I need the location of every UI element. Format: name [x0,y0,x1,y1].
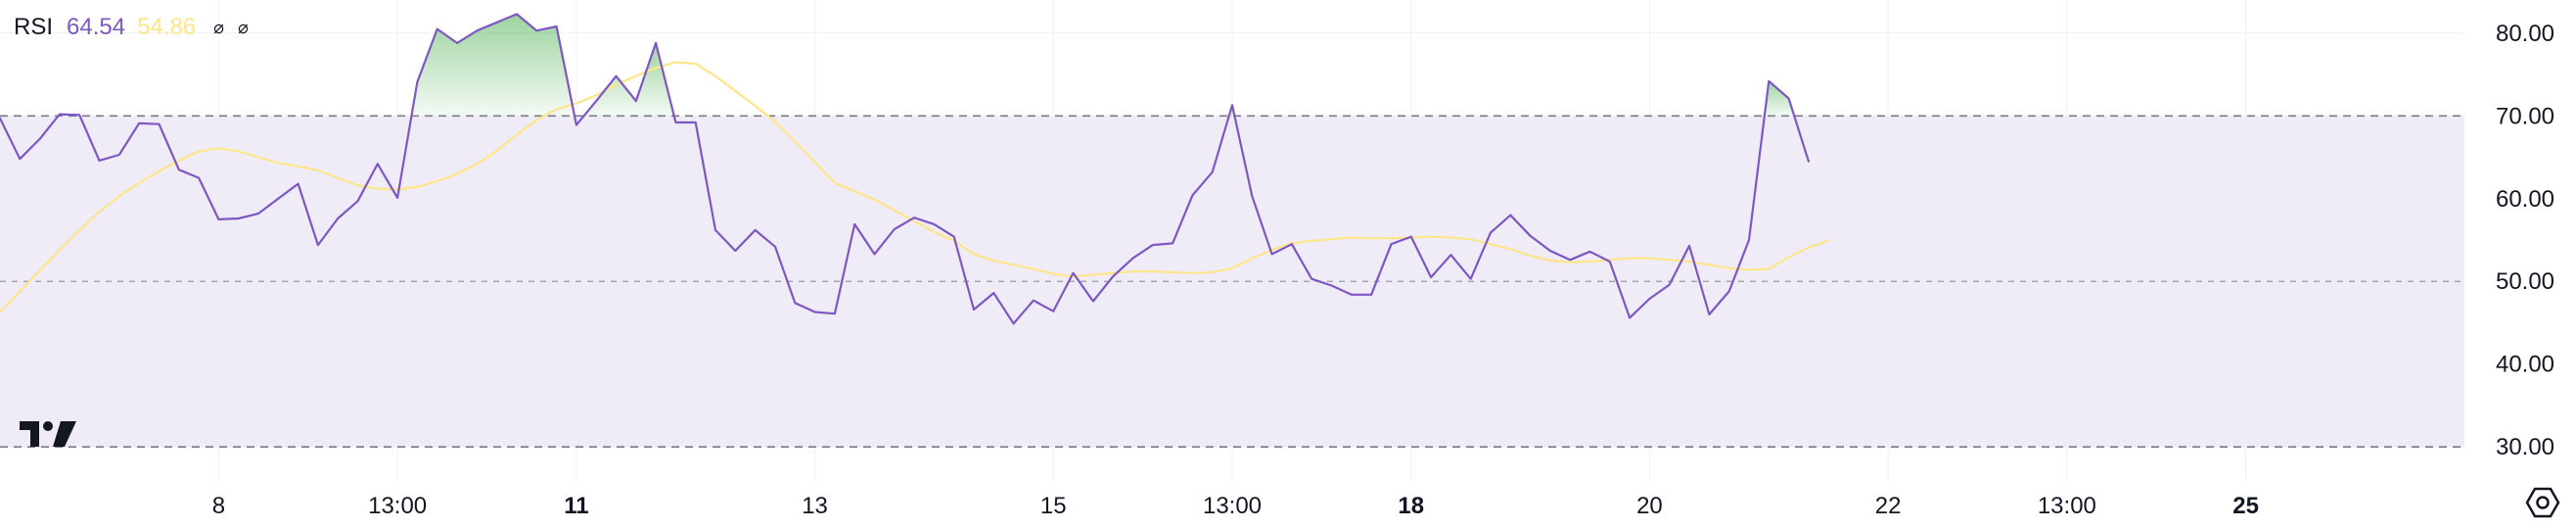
tradingview-logo-icon[interactable] [18,417,80,451]
x-tick-label: 18 [1398,493,1424,519]
y-tick-label: 50.00 [2496,268,2554,295]
x-tick-label: 13:00 [1203,493,1262,519]
y-tick-label: 60.00 [2496,186,2554,213]
ma-value: 54.86 [137,14,197,40]
null-value-icon: ⌀ [237,17,249,37]
rsi-value: 64.54 [67,14,126,40]
x-tick-label: 13 [802,493,828,519]
overbought-fill [411,14,575,117]
x-tick-label: 22 [1875,493,1902,519]
rsi-line [0,13,1811,325]
x-tick-label: 25 [2232,493,2259,519]
overbought-fill [1764,80,1795,117]
overbought-fill [583,42,674,117]
x-tick-label: 20 [1636,493,1663,519]
y-tick-label: 80.00 [2496,21,2554,47]
y-tick-label: 70.00 [2496,103,2554,129]
x-tick-label: 13:00 [368,493,427,519]
indicator-name: RSI [14,14,54,40]
x-tick-label: 11 [564,493,588,519]
ma-line [0,61,1830,313]
x-tick-label: 8 [212,493,225,519]
indicator-legend[interactable]: RSI 64.54 54.86 ⌀ ⌀ [14,12,262,43]
y-tick-label: 40.00 [2496,352,2554,378]
x-tick-label: 15 [1040,493,1067,519]
y-tick-label: 30.00 [2496,434,2554,460]
x-tick-label: 13:00 [2038,493,2096,519]
null-value-icon: ⌀ [213,17,224,37]
settings-gear-icon[interactable] [2525,485,2560,520]
rsi-band [0,116,2464,448]
